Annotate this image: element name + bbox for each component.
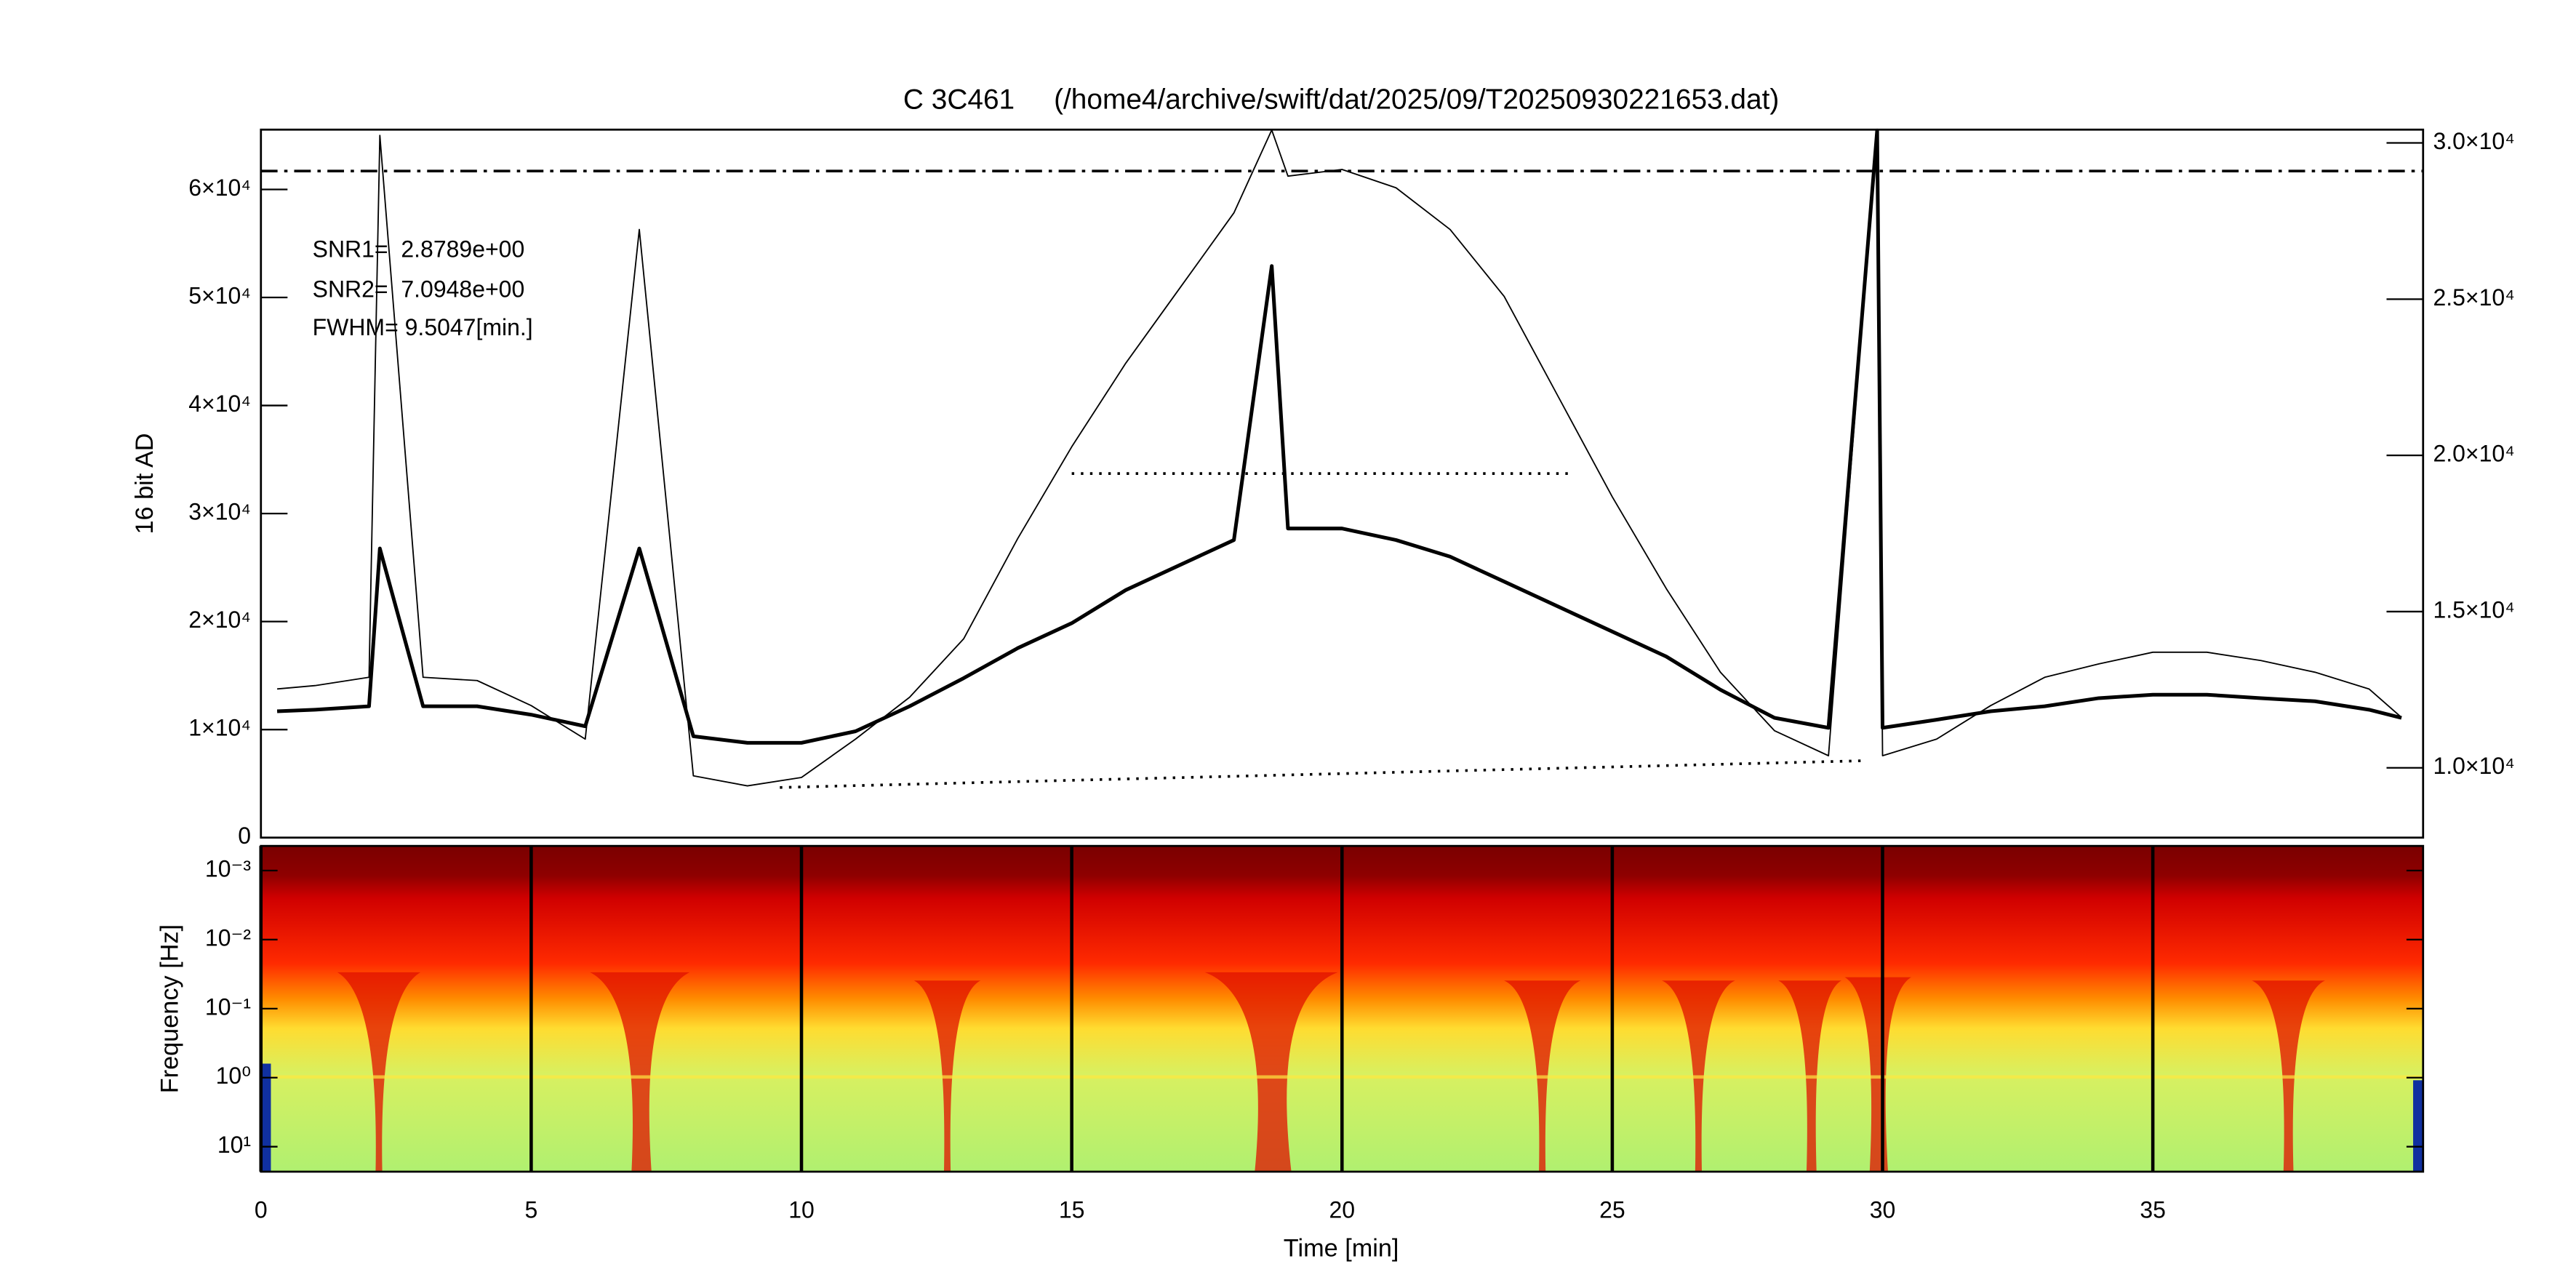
y-tick-label: 10¹ — [217, 1132, 251, 1158]
annotation: FWHM= 9.5047[min.] — [313, 314, 533, 340]
x-tick-label: 15 — [1059, 1196, 1085, 1223]
spectrogram-edge — [2413, 1080, 2423, 1172]
y-tick-label: 6×10⁴ — [188, 175, 251, 201]
annotation: SNR2= 7.0948e+00 — [313, 276, 525, 302]
x-tick-label: 5 — [524, 1196, 537, 1223]
x-tick-label: 25 — [1599, 1196, 1625, 1223]
y-tick-label: 10⁻¹ — [205, 993, 251, 1020]
plot-frame — [260, 128, 2425, 839]
y-tick-label: 4×10⁴ — [188, 391, 251, 417]
y2-tick-label: 2.5×10⁴ — [2433, 284, 2514, 311]
line-series — [276, 129, 2402, 787]
y-tick-label: 3×10⁴ — [188, 499, 251, 525]
x-tick-label: 10 — [788, 1196, 815, 1223]
x-axis-label: Time [min] — [1284, 1234, 1399, 1262]
y2-tick-label: 2.0×10⁴ — [2433, 441, 2514, 467]
x-tick-label: 0 — [255, 1196, 268, 1223]
y-axis-label: Frequency [Hz] — [156, 924, 183, 1093]
y2-tick-label: 1.5×10⁴ — [2433, 596, 2514, 623]
chart-title: C 3C461 (/home4/archive/swift/dat/2025/0… — [903, 84, 1779, 116]
y-tick-label: 10⁻² — [205, 924, 251, 951]
y2-tick-label: 1.0×10⁴ — [2433, 753, 2514, 779]
y-axis-label: 16 bit AD — [131, 433, 159, 534]
x-tick-label: 30 — [1870, 1196, 1896, 1223]
dotted-line — [780, 759, 1861, 789]
y-tick-label: 10⁻³ — [205, 855, 251, 881]
y-tick-label: 5×10⁴ — [188, 282, 251, 308]
annotation: SNR1= 2.8789e+00 — [313, 236, 525, 263]
line-series — [276, 128, 2402, 745]
y2-tick-label: 3.0×10⁴ — [2433, 128, 2514, 154]
y-tick-label: 2×10⁴ — [188, 607, 251, 633]
y-tick-label: 0 — [238, 823, 251, 849]
y-tick-label: 10⁰ — [216, 1063, 251, 1089]
x-tick-label: 20 — [1329, 1196, 1355, 1223]
x-tick-label: 35 — [2140, 1196, 2166, 1223]
spectrogram-edge — [260, 1063, 271, 1172]
y-tick-label: 1×10⁴ — [188, 715, 251, 741]
